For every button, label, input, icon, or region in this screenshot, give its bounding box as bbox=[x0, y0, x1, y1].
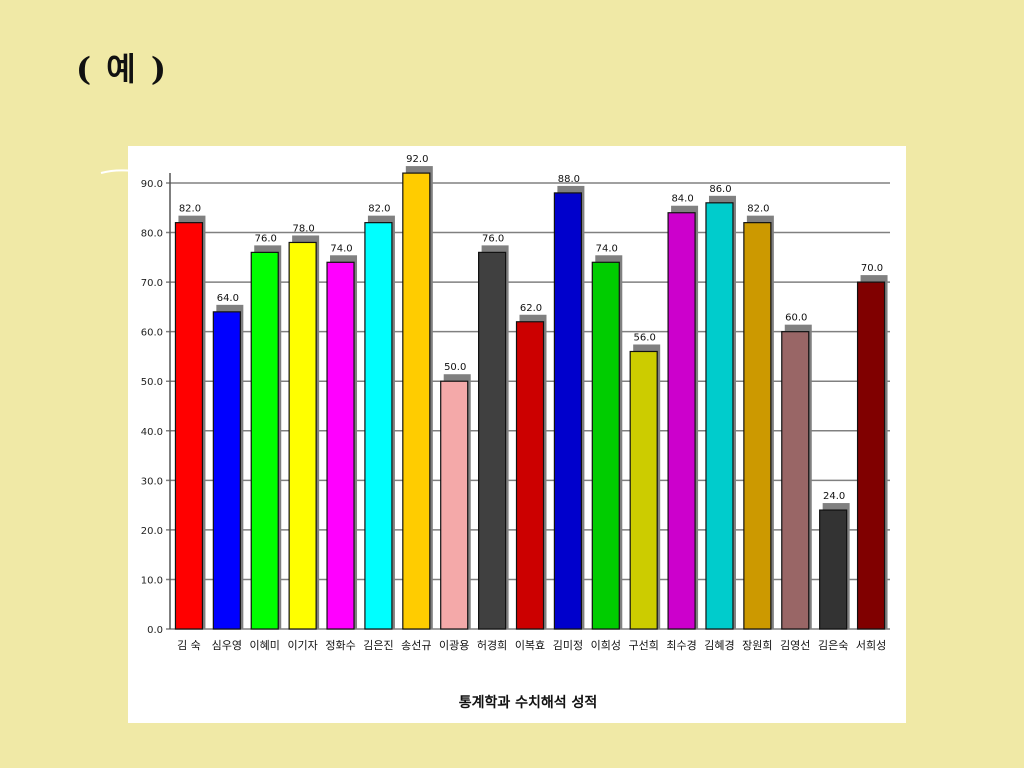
x-axis-title: 통계학과 수치해석 성적 bbox=[459, 694, 598, 711]
bar bbox=[288, 241, 317, 630]
bar bbox=[781, 331, 810, 630]
bar bbox=[364, 222, 393, 630]
data-label: 74.0 bbox=[596, 243, 618, 254]
bar bbox=[667, 212, 696, 630]
y-tick-label: 0.0 bbox=[147, 625, 163, 636]
data-label: 56.0 bbox=[634, 332, 656, 343]
y-tick-label: 40.0 bbox=[141, 427, 163, 438]
data-label: 82.0 bbox=[747, 204, 769, 215]
data-label: 88.0 bbox=[558, 174, 580, 185]
x-tick-label: 김 숙 bbox=[177, 639, 201, 652]
bar bbox=[629, 350, 658, 630]
chart-panel: 0.0 10.0 20.0 30.0 40.0 50.0 60.0 70.0 80.0 90.0 … bbox=[128, 146, 906, 723]
y-tick-label: 90.0 bbox=[141, 179, 163, 190]
bar bbox=[212, 311, 241, 630]
x-tick-label: 김영선 bbox=[780, 639, 810, 652]
y-tick-label: 70.0 bbox=[141, 278, 163, 289]
data-label: 92.0 bbox=[406, 154, 428, 165]
y-tick-label: 80.0 bbox=[141, 229, 163, 240]
x-tick-label: 송선규 bbox=[401, 639, 431, 652]
data-label: 74.0 bbox=[330, 243, 352, 254]
bar bbox=[553, 192, 582, 630]
x-tick-label: 이기자 bbox=[287, 639, 317, 652]
bar bbox=[326, 261, 355, 630]
bar bbox=[174, 222, 204, 630]
y-tick-label: 20.0 bbox=[141, 526, 163, 537]
data-label: 86.0 bbox=[709, 184, 731, 195]
bar bbox=[515, 321, 545, 630]
bar bbox=[440, 380, 469, 630]
x-tick-label: 이희성 bbox=[591, 639, 621, 652]
x-tick-label: 구선희 bbox=[628, 639, 658, 652]
x-tick-label: 이광용 bbox=[439, 639, 469, 652]
x-tick-label: 김미정 bbox=[553, 639, 583, 652]
x-tick-label: 김혜경 bbox=[704, 639, 734, 652]
data-label: 76.0 bbox=[482, 233, 504, 244]
data-label: 84.0 bbox=[671, 194, 693, 205]
x-tick-label: 장원희 bbox=[742, 639, 772, 652]
bar bbox=[250, 251, 279, 630]
data-label: 62.0 bbox=[520, 303, 542, 314]
data-label: 70.0 bbox=[861, 263, 883, 274]
x-tick-label: 이혜미 bbox=[250, 639, 280, 652]
x-tick-label: 최수경 bbox=[666, 639, 696, 652]
bar-chart: 0.010.020.030.040.050.060.070.080.090.0 … bbox=[141, 154, 890, 711]
x-tick-label: 김은진 bbox=[363, 639, 393, 652]
data-label: 82.0 bbox=[179, 204, 201, 215]
slide-title: ( 예 ) bbox=[76, 50, 169, 88]
y-tick-label: 30.0 bbox=[141, 476, 163, 487]
x-tick-label: 허경희 bbox=[477, 639, 507, 652]
x-tick-label: 김은숙 bbox=[818, 639, 848, 652]
bar bbox=[705, 202, 734, 630]
data-label: 60.0 bbox=[785, 313, 807, 324]
data-label: 64.0 bbox=[217, 293, 239, 304]
y-tick-label: 60.0 bbox=[141, 328, 163, 339]
data-label: 76.0 bbox=[255, 233, 277, 244]
x-tick-label: 정화수 bbox=[325, 639, 355, 652]
data-label: 82.0 bbox=[368, 204, 390, 215]
data-label: 50.0 bbox=[444, 362, 466, 373]
bar bbox=[478, 251, 507, 630]
x-tick-label: 심우영 bbox=[212, 639, 242, 652]
data-label: 24.0 bbox=[823, 491, 845, 502]
bar bbox=[743, 222, 772, 630]
bar bbox=[591, 261, 620, 630]
y-tick-label: 50.0 bbox=[141, 377, 163, 388]
bar bbox=[856, 281, 886, 630]
bar bbox=[819, 509, 848, 630]
x-tick-label: 이복효 bbox=[515, 639, 545, 652]
y-tick-label: 10.0 bbox=[141, 575, 163, 586]
x-tick-label: 서희성 bbox=[856, 639, 886, 652]
data-label: 78.0 bbox=[292, 223, 314, 234]
bar bbox=[402, 172, 431, 630]
